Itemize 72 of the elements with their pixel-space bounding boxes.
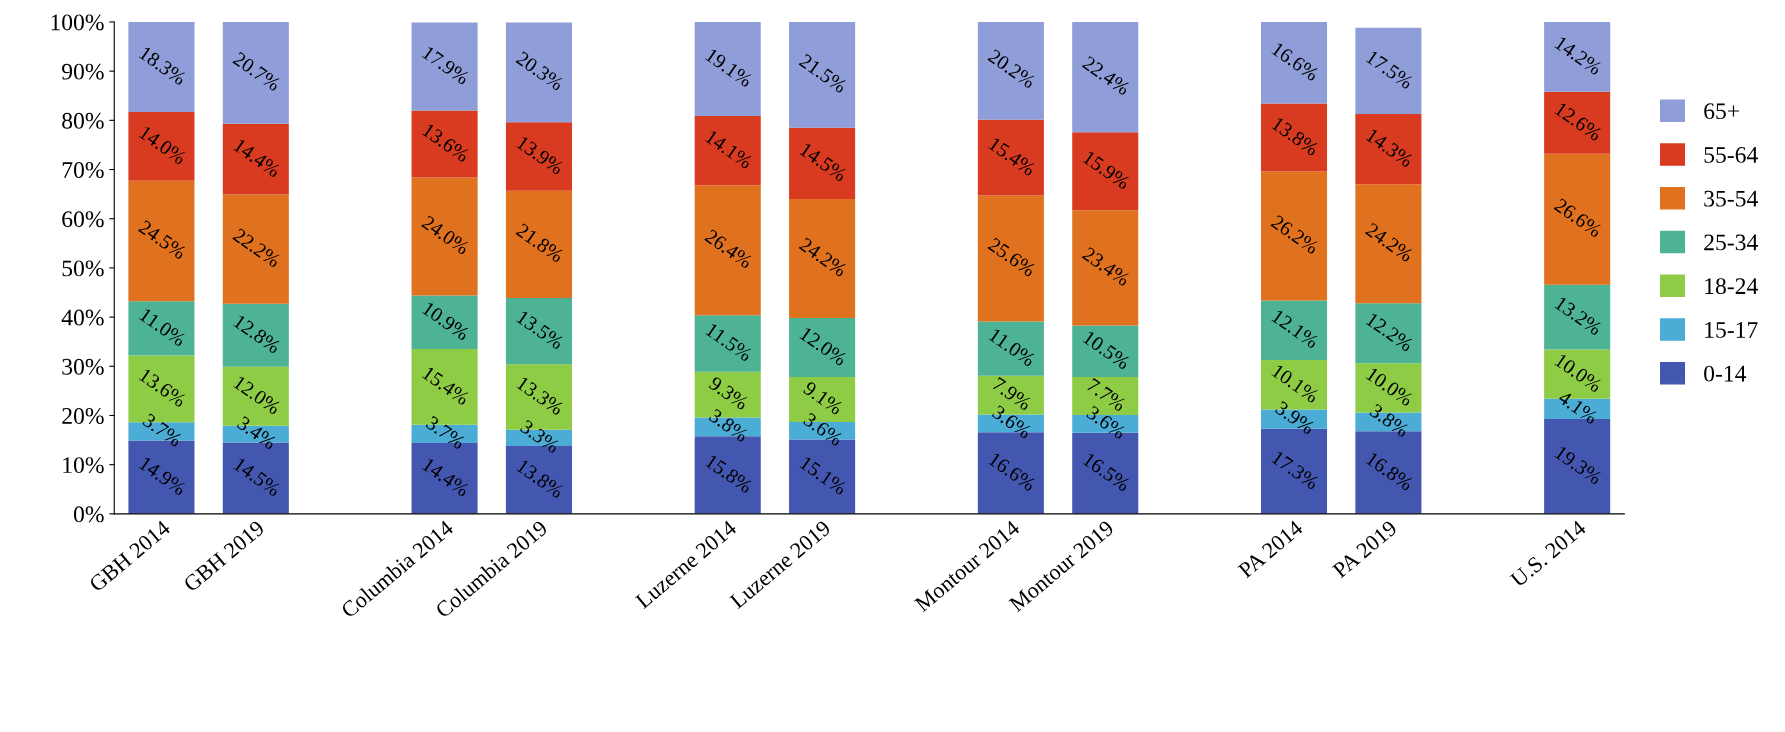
data-label: 3.8% — [1369, 403, 1410, 438]
bar — [411, 110, 478, 178]
bar — [505, 122, 572, 191]
y-tick-label: 90% — [62, 63, 104, 80]
bar — [694, 21, 761, 116]
bar — [1260, 103, 1328, 172]
data-label: 3.8% — [708, 408, 750, 443]
bar — [222, 123, 289, 195]
bar — [1072, 21, 1139, 133]
bar — [128, 21, 195, 112]
bar — [1260, 171, 1328, 301]
bar — [411, 22, 478, 111]
bar — [128, 180, 195, 302]
bar — [1544, 91, 1611, 154]
data-label: 3.7% — [425, 415, 467, 450]
x-tick-label: PA 2019 — [1331, 519, 1398, 579]
bar — [505, 22, 572, 123]
legend-label: 0-14 — [1704, 365, 1747, 382]
y-tick-label: 40% — [61, 309, 104, 326]
bar — [1355, 184, 1422, 304]
bar — [128, 111, 195, 181]
data-label: 3.7% — [142, 412, 183, 448]
bar — [977, 119, 1044, 196]
bar — [1260, 21, 1328, 104]
y-tick-label: 50% — [62, 260, 104, 277]
data-label: 3.9% — [1274, 400, 1316, 436]
bar — [222, 303, 289, 367]
legend-label: 65+ — [1704, 103, 1739, 120]
bar — [1544, 21, 1611, 92]
bar — [505, 297, 572, 365]
bar — [505, 190, 572, 298]
bar — [222, 194, 289, 304]
bar — [1260, 300, 1328, 360]
bar — [977, 195, 1044, 322]
legend-label: 15-17 — [1705, 322, 1758, 338]
bar — [128, 301, 195, 356]
bar — [411, 295, 478, 350]
bar — [789, 199, 856, 319]
legend-label: 18-24 — [1705, 278, 1758, 295]
bar — [1355, 27, 1422, 114]
bar — [789, 318, 856, 378]
bar — [1072, 132, 1139, 211]
y-tick-label: 10% — [63, 457, 104, 474]
bar — [977, 321, 1044, 376]
bar — [1544, 153, 1611, 285]
bar — [1355, 303, 1422, 364]
bar — [789, 127, 856, 200]
y-tick-label: 100% — [51, 14, 104, 31]
data-label: 9.3% — [708, 375, 750, 411]
bar — [694, 185, 761, 316]
bar — [694, 115, 761, 186]
bar — [1355, 113, 1422, 185]
legend-label: 35-54 — [1704, 190, 1758, 207]
y-tick-label: 80% — [62, 112, 104, 129]
y-tick-label: 30% — [62, 358, 104, 375]
y-tick-label: 0% — [73, 506, 104, 523]
bar — [789, 21, 856, 128]
data-label: 3.6% — [802, 412, 844, 447]
bar — [694, 315, 761, 372]
y-tick-label: 20% — [62, 407, 104, 424]
bar — [222, 21, 289, 124]
bar — [411, 177, 478, 296]
bar — [1072, 210, 1139, 326]
bar — [1072, 325, 1139, 378]
data-label: 3.3% — [519, 419, 561, 454]
data-label: 3.4% — [236, 415, 278, 451]
legend-label: 55-64 — [1704, 146, 1758, 163]
bar — [977, 21, 1044, 120]
y-tick-label: 70% — [62, 162, 104, 179]
legend-label: 25-34 — [1704, 234, 1758, 251]
bar — [1544, 284, 1611, 350]
y-tick-label: 60% — [62, 211, 104, 228]
